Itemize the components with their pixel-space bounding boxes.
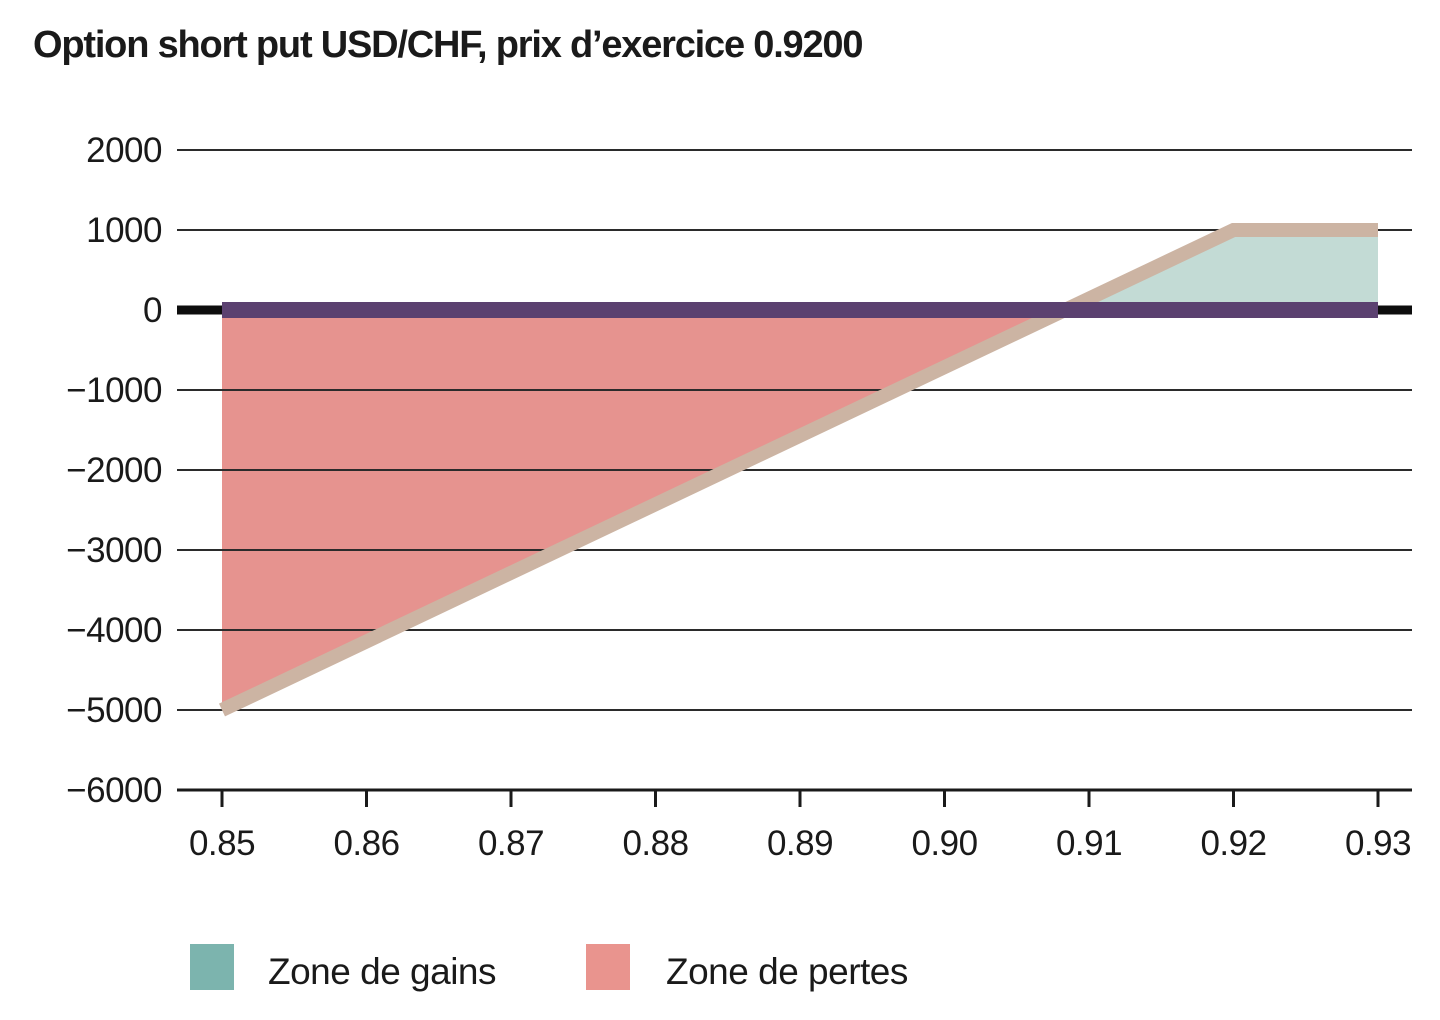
legend-label-gains: Zone de gains bbox=[268, 951, 496, 992]
y-tick-label: −1000 bbox=[66, 371, 162, 410]
x-axis bbox=[177, 788, 1412, 807]
payoff-line bbox=[218, 223, 1378, 717]
legend-label-pertes: Zone de pertes bbox=[666, 951, 908, 992]
y-tick-label: −5000 bbox=[66, 691, 162, 730]
x-tick-label: 0.92 bbox=[1200, 824, 1266, 863]
y-tick-label: 2000 bbox=[86, 131, 162, 170]
x-tick-label: 0.85 bbox=[189, 824, 255, 863]
y-tick-label: −4000 bbox=[66, 611, 162, 650]
y-gridlines bbox=[177, 149, 1412, 711]
x-tick-label: 0.89 bbox=[767, 824, 833, 863]
y-tick-labels: 2000 1000 0 −1000 −2000 −3000 −4000 −500… bbox=[66, 131, 162, 810]
x-tick-label: 0.91 bbox=[1056, 824, 1122, 863]
legend-swatch-pertes bbox=[586, 944, 630, 990]
chart-title: Option short put USD/CHF, prix d’exercic… bbox=[33, 24, 863, 66]
x-tick-labels: 0.85 0.86 0.87 0.88 0.89 0.90 0.91 0.92 … bbox=[189, 824, 1412, 863]
x-tick-label: 0.90 bbox=[911, 824, 977, 863]
x-tick-label: 0.86 bbox=[333, 824, 399, 863]
legend-swatch-gains bbox=[190, 944, 234, 990]
x-tick-label: 0.93 bbox=[1345, 824, 1411, 863]
y-tick-label: −3000 bbox=[66, 531, 162, 570]
x-tick-label: 0.88 bbox=[622, 824, 688, 863]
y-tick-label: 1000 bbox=[86, 211, 162, 250]
y-tick-label: 0 bbox=[143, 291, 162, 330]
y-tick-label: −6000 bbox=[66, 771, 162, 810]
x-tick-label: 0.87 bbox=[478, 824, 544, 863]
y-tick-label: −2000 bbox=[66, 451, 162, 490]
x-axis-ticks bbox=[220, 790, 1380, 807]
gain-area bbox=[1065, 230, 1378, 310]
legend: Zone de gains Zone de pertes bbox=[190, 944, 908, 992]
